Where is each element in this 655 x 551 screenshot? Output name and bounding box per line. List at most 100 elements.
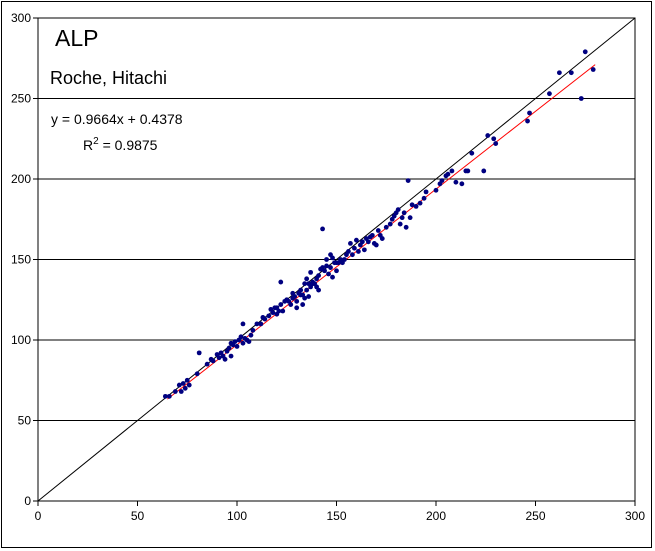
data-point bbox=[302, 295, 308, 301]
data-point bbox=[590, 67, 596, 72]
data-point bbox=[238, 334, 244, 340]
data-point bbox=[246, 339, 252, 345]
data-point bbox=[485, 133, 491, 138]
x-tick-label-200: 200 bbox=[426, 509, 446, 523]
data-point bbox=[334, 268, 339, 274]
data-point bbox=[556, 70, 562, 76]
y-tick-label-100: 100 bbox=[11, 333, 31, 347]
regression-equation: y = 0.9664x + 0.4378 bbox=[51, 111, 183, 127]
data-point bbox=[375, 228, 381, 233]
data-point bbox=[417, 200, 423, 206]
data-point bbox=[324, 263, 329, 269]
data-point bbox=[578, 96, 584, 101]
data-point bbox=[354, 237, 359, 243]
r-squared-label: R2 = 0.9875 bbox=[83, 136, 158, 153]
data-point bbox=[342, 257, 347, 262]
r2-exponent: 2 bbox=[93, 136, 99, 147]
data-point bbox=[433, 187, 439, 193]
data-point bbox=[369, 232, 375, 238]
y-tick-label-200: 200 bbox=[11, 172, 31, 186]
x-tick-label-150: 150 bbox=[326, 509, 346, 523]
data-point bbox=[365, 239, 371, 245]
data-point bbox=[298, 287, 304, 293]
data-point bbox=[423, 189, 429, 195]
data-point bbox=[346, 249, 351, 254]
data-point bbox=[166, 393, 172, 399]
data-point bbox=[383, 224, 389, 230]
data-point bbox=[280, 308, 286, 314]
chart-subtitle: Roche, Hitachi bbox=[50, 68, 167, 88]
data-point bbox=[234, 344, 240, 349]
data-point bbox=[469, 150, 475, 156]
data-point bbox=[405, 178, 411, 184]
data-points bbox=[162, 49, 596, 399]
data-point bbox=[222, 356, 228, 362]
data-point bbox=[465, 168, 471, 174]
data-point bbox=[316, 287, 321, 293]
data-point bbox=[304, 287, 310, 293]
data-point bbox=[316, 273, 321, 278]
data-point bbox=[186, 382, 192, 388]
data-point bbox=[240, 321, 246, 327]
data-point bbox=[359, 239, 365, 245]
regression-line bbox=[167, 64, 596, 400]
data-point bbox=[226, 345, 232, 351]
data-point bbox=[300, 302, 306, 307]
data-point bbox=[453, 179, 459, 185]
data-point bbox=[196, 350, 202, 356]
data-point bbox=[582, 49, 588, 55]
data-point bbox=[407, 215, 413, 221]
data-point bbox=[348, 241, 353, 246]
x-tick-label-0: 0 bbox=[35, 509, 42, 523]
data-point bbox=[439, 178, 445, 184]
data-point bbox=[294, 298, 300, 304]
x-tick-label-250: 250 bbox=[525, 509, 545, 523]
data-point bbox=[232, 339, 238, 345]
y-tick-label-150: 150 bbox=[11, 253, 31, 267]
data-point bbox=[328, 265, 333, 270]
data-point bbox=[306, 294, 312, 299]
data-point bbox=[258, 321, 264, 327]
data-point bbox=[172, 389, 178, 394]
data-point bbox=[525, 118, 530, 124]
data-point bbox=[182, 385, 188, 391]
data-point bbox=[180, 381, 186, 386]
data-point bbox=[387, 221, 393, 227]
data-point bbox=[250, 327, 256, 333]
data-point bbox=[262, 316, 268, 322]
data-point bbox=[413, 203, 419, 209]
data-point bbox=[308, 269, 314, 275]
y-tick-label-0: 0 bbox=[24, 494, 31, 508]
r2-value: = 0.9875 bbox=[99, 137, 158, 153]
data-point bbox=[350, 252, 355, 258]
data-point bbox=[373, 242, 379, 248]
x-tick-label-300: 300 bbox=[625, 509, 645, 523]
data-point bbox=[445, 171, 451, 177]
data-point bbox=[278, 302, 284, 307]
identity-line bbox=[37, 17, 636, 502]
data-point bbox=[527, 110, 532, 116]
data-point bbox=[379, 236, 385, 241]
data-point bbox=[178, 389, 184, 394]
data-point bbox=[330, 255, 335, 261]
data-point bbox=[276, 308, 282, 314]
data-point bbox=[352, 245, 357, 251]
data-point bbox=[248, 332, 254, 338]
data-point bbox=[330, 274, 335, 280]
data-point bbox=[294, 305, 300, 311]
data-point bbox=[421, 195, 427, 201]
data-point bbox=[399, 215, 405, 221]
data-point bbox=[395, 207, 401, 212]
data-point bbox=[304, 276, 310, 282]
data-point bbox=[254, 321, 260, 327]
data-point bbox=[288, 302, 294, 307]
x-tick-label-50: 50 bbox=[131, 509, 145, 523]
data-point bbox=[481, 168, 487, 174]
data-point bbox=[320, 226, 325, 232]
data-point bbox=[409, 202, 415, 208]
data-point bbox=[449, 168, 455, 174]
data-point bbox=[568, 70, 574, 76]
reference-lines bbox=[37, 17, 636, 502]
data-point bbox=[216, 355, 222, 361]
